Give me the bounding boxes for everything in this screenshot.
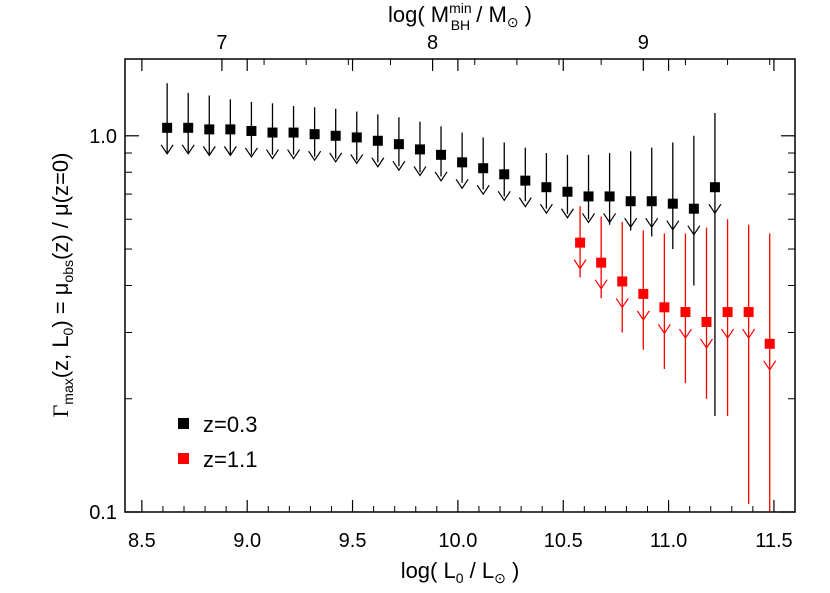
upper-limit-arrow <box>181 144 195 155</box>
data-point <box>309 129 320 140</box>
data-point <box>267 127 278 138</box>
upper-limit-arrow <box>700 338 714 350</box>
upper-limit-arrow <box>434 171 448 182</box>
data-point <box>680 307 691 318</box>
upper-limit-arrow <box>666 220 680 231</box>
data-point <box>562 186 573 197</box>
upper-limit-arrow <box>721 328 735 340</box>
upper-limit-arrow <box>594 279 608 290</box>
upper-limit-arrow <box>687 225 701 236</box>
data-point <box>646 196 657 207</box>
data-point <box>520 175 531 186</box>
legend: z=0.3 z=1.1 <box>178 412 257 472</box>
data-point <box>246 125 257 136</box>
data-point <box>457 157 468 168</box>
x-tick-label: 11.0 <box>650 530 687 552</box>
upper-limit-arrow <box>476 184 490 196</box>
data-point <box>183 122 194 133</box>
data-point <box>288 127 299 138</box>
upper-limit-arrow <box>560 208 574 219</box>
upper-limit-arrow <box>763 360 777 371</box>
legend-marker-z03 <box>178 418 189 429</box>
data-point <box>351 132 362 143</box>
data-point <box>596 257 607 268</box>
upper-limit-arrow <box>603 213 617 224</box>
data-point <box>764 338 775 349</box>
upper-limit-arrow <box>636 310 650 321</box>
data-point <box>743 307 754 318</box>
top-tick-label: 9 <box>638 32 649 54</box>
x-tick-label: 9.5 <box>339 530 367 552</box>
y-tick-label: 1.0 <box>89 126 117 148</box>
data-point <box>499 169 510 180</box>
upper-limit-arrow <box>573 259 587 270</box>
data-point <box>722 307 733 318</box>
data-point <box>625 196 636 207</box>
upper-limit-arrow <box>202 146 216 157</box>
upper-limit-arrow <box>645 217 659 229</box>
data-point <box>575 237 586 248</box>
x-tick-label: 10.0 <box>438 530 477 552</box>
data-point <box>225 124 236 135</box>
top-tick-label: 8 <box>427 32 438 54</box>
upper-limit-arrow <box>244 147 258 159</box>
upper-limit-arrow <box>350 154 364 165</box>
upper-limit-arrow <box>742 328 756 340</box>
top-x-axis-title: log( Mmin BH / M⊙ ) <box>388 0 532 33</box>
data-point <box>617 276 628 287</box>
upper-limit-arrow <box>539 203 553 215</box>
legend-label-z11: z=1.1 <box>203 447 257 472</box>
upper-limit-arrow <box>615 298 629 309</box>
data-point <box>604 191 615 202</box>
upper-limit-arrow <box>708 203 722 215</box>
data-point <box>638 288 649 299</box>
upper-limit-arrow <box>455 179 469 190</box>
data-point <box>204 124 215 135</box>
upper-limit-arrow <box>223 146 237 157</box>
upper-limit-arrow <box>497 190 511 202</box>
data-point <box>583 191 594 202</box>
data-point <box>478 163 489 174</box>
upper-limit-arrow <box>582 213 596 224</box>
upper-limit-arrow <box>287 149 301 160</box>
y-axis-title: Γmax(z, L0) = μobs(z) / μ(z=0) <box>48 153 76 418</box>
data-point <box>372 135 383 146</box>
data-point <box>393 139 404 150</box>
x-tick-label: 8.5 <box>128 530 156 552</box>
plot-frame <box>124 58 796 513</box>
y-tick-label: 0.1 <box>89 502 117 524</box>
upper-limit-arrow <box>160 144 174 155</box>
data-point <box>541 182 552 193</box>
data-point <box>688 203 699 214</box>
data-point <box>436 149 447 160</box>
upper-limit-arrow <box>657 323 671 335</box>
upper-limit-arrow <box>392 160 406 172</box>
upper-limit-arrow <box>413 166 427 177</box>
legend-label-z03: z=0.3 <box>203 412 257 437</box>
x-tick-label: 9.0 <box>233 530 261 552</box>
data-point <box>162 122 173 133</box>
upper-limit-arrow <box>678 328 692 340</box>
data-point <box>330 130 341 141</box>
x-axis-title: log( L0 / L⊙ ) <box>401 558 520 586</box>
upper-limit-arrow <box>518 197 532 208</box>
legend-marker-z11 <box>178 453 189 464</box>
data-point <box>414 144 425 155</box>
upper-limit-arrow <box>265 149 279 160</box>
upper-limit-arrow <box>624 217 638 229</box>
x-tick-label: 10.5 <box>544 530 583 552</box>
upper-limit-arrow <box>329 152 343 163</box>
plot-area: 8.59.09.510.010.511.011.5789100.11.0 <box>89 32 795 552</box>
top-tick-label: 7 <box>216 32 227 54</box>
data-point <box>701 316 712 327</box>
x-tick-label: 11.5 <box>755 530 792 552</box>
data-point <box>709 182 720 193</box>
upper-limit-arrow <box>371 157 385 168</box>
data-point <box>659 302 670 313</box>
upper-limit-arrow <box>308 150 322 162</box>
data-point <box>667 198 678 209</box>
